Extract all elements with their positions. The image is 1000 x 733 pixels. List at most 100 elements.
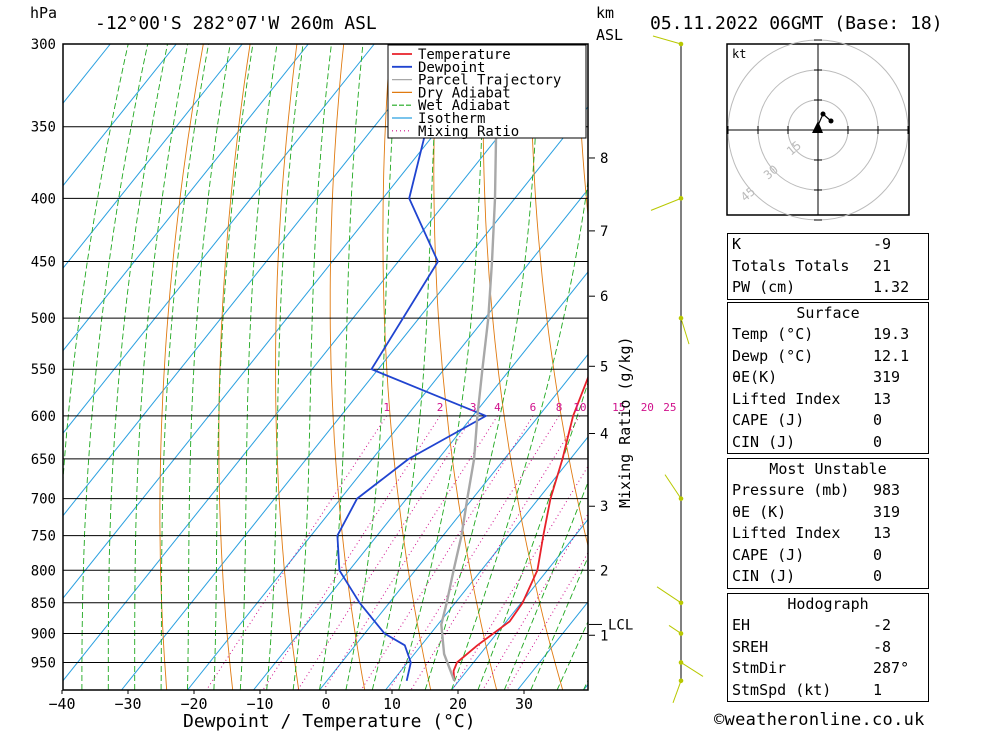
index-row: Totals Totals 21	[732, 256, 892, 275]
isotherm-line	[63, 44, 441, 517]
wet-adiabat-line	[556, 620, 588, 690]
surface-table: Surface Temp (°C) 19.3 Dewp (°C) 12.1 θE(K…	[727, 302, 929, 454]
wet-adiabat-line	[319, 44, 364, 690]
mixing-ratio-line	[297, 415, 474, 690]
temperature-label: −30	[114, 695, 141, 713]
pressure-label: 850	[31, 596, 56, 612]
pressure-label: 500	[31, 311, 56, 327]
mixing-ratio-label: 25	[663, 401, 676, 414]
most-unstable-table: Most Unstable Pressure (mb) 983 θE (K) 319…	[727, 458, 929, 589]
isotherm-line	[121, 106, 588, 690]
wind-barb	[650, 197, 682, 211]
temperature-label: 20	[449, 695, 467, 713]
wind-barb	[668, 625, 682, 634]
legend-label: Wet Adiabat	[418, 98, 511, 114]
hodograph: kt 15 30 45	[726, 39, 910, 221]
index-row: PW (cm) 1.32	[732, 278, 910, 296]
temperature-label: −20	[180, 695, 207, 713]
wet-adiabat-line	[477, 381, 588, 690]
mixing-ratio-line	[451, 465, 588, 690]
index-row: K -9	[732, 235, 892, 253]
profiles	[336, 44, 588, 682]
pressure-label: 300	[31, 37, 56, 53]
datetime-title: 05.11.2022 06GMT (Base: 18)	[650, 13, 943, 34]
legend-label: Dry Adiabat	[418, 85, 511, 101]
wet-adiabat-line	[134, 44, 189, 690]
dry-adiabat-line	[577, 44, 588, 220]
dry-adiabat-line	[530, 44, 588, 548]
km-label: 6	[600, 289, 608, 305]
surface-title: Surface	[796, 304, 860, 322]
indices-table: K -9 Totals Totals 21 PW (cm) 1.32	[727, 233, 929, 300]
isotherm-line	[187, 188, 588, 690]
mixing-ratio-labels: 1 2 3 4 6 8 10 15 20 25	[383, 401, 676, 414]
wet-adiabat-line	[239, 44, 278, 690]
isotherm-line	[63, 44, 573, 682]
legend-label: Mixing Ratio	[418, 124, 519, 140]
x-axis-title: Dewpoint / Temperature (°C)	[183, 711, 476, 732]
pressure-label: 450	[31, 255, 56, 271]
mixing-ratio-label: 10	[573, 401, 586, 414]
temperature-label: −10	[246, 695, 273, 713]
lcl-label: LCL	[608, 617, 633, 633]
isotherm-line	[63, 44, 243, 269]
km-label: 5	[600, 359, 608, 375]
copyright: ©weatheronline.co.uk	[714, 710, 925, 730]
km-label: 8	[600, 151, 608, 167]
wind-barb	[680, 662, 704, 677]
legend-label: Temperature	[418, 47, 511, 63]
pressure-label: 950	[31, 655, 56, 671]
temperature-label: 10	[383, 695, 401, 713]
wet-adiabat-line	[292, 44, 332, 690]
temperature-label: −40	[48, 695, 75, 713]
mixing-ratio-label: 20	[641, 401, 654, 414]
wind-barb	[680, 317, 690, 345]
pressure-label: 600	[31, 409, 56, 425]
legend-label: Isotherm	[418, 111, 485, 127]
km-label: km	[596, 4, 614, 22]
pressure-label: 400	[31, 191, 56, 207]
hodograph-table: Hodograph EH -2 SREH -8 StmDir 287° StmSpd …	[727, 593, 929, 702]
pressure-label: 700	[31, 492, 56, 508]
hodograph-unit-label: kt	[732, 47, 746, 61]
km-label: 7	[600, 224, 608, 240]
dry-adiabat-line	[275, 44, 300, 690]
wet-adiabat-line	[266, 44, 304, 690]
dewpoint-profile	[336, 44, 540, 681]
pressure-label: 650	[31, 452, 56, 468]
isotherm-line	[319, 353, 588, 690]
location-title: -12°00'S 282°07'W 260m ASL	[95, 13, 377, 34]
isotherm-line	[253, 271, 588, 690]
mixing-ratio-label: 3	[470, 401, 477, 414]
isotherm-line	[385, 436, 588, 690]
wet-adiabat-line	[213, 44, 254, 690]
wind-barb	[672, 680, 682, 703]
pressure-label: 800	[31, 563, 56, 579]
dry-adiabat-line	[329, 44, 366, 690]
asl-label: ASL	[596, 26, 623, 44]
wind-barb-column	[650, 35, 704, 703]
isotherm-line	[63, 44, 507, 599]
mixing-ratio-label: 2	[437, 401, 444, 414]
isotherm-line	[451, 518, 588, 690]
dry-adiabat-line	[218, 44, 251, 690]
mixing-ratio-label: 6	[530, 401, 537, 414]
mixing-ratio-line	[323, 415, 498, 690]
legend-label: Dewpoint	[418, 60, 485, 76]
pressure-label: 550	[31, 362, 56, 378]
wet-adiabat-line	[81, 44, 149, 690]
hpa-label: hPa	[30, 4, 57, 22]
wet-adiabat-line	[63, 44, 129, 486]
dry-adiabat-line	[433, 44, 498, 690]
pressure-label: 750	[31, 529, 56, 545]
wind-barb	[656, 586, 682, 604]
storm-motion-marker	[812, 121, 823, 133]
km-label: 1	[600, 628, 608, 644]
mixing-ratio-label: 1	[383, 401, 390, 414]
wind-barb	[664, 474, 682, 499]
hodograph-title: Hodograph	[787, 595, 869, 613]
wet-adiabat-line	[424, 44, 541, 690]
